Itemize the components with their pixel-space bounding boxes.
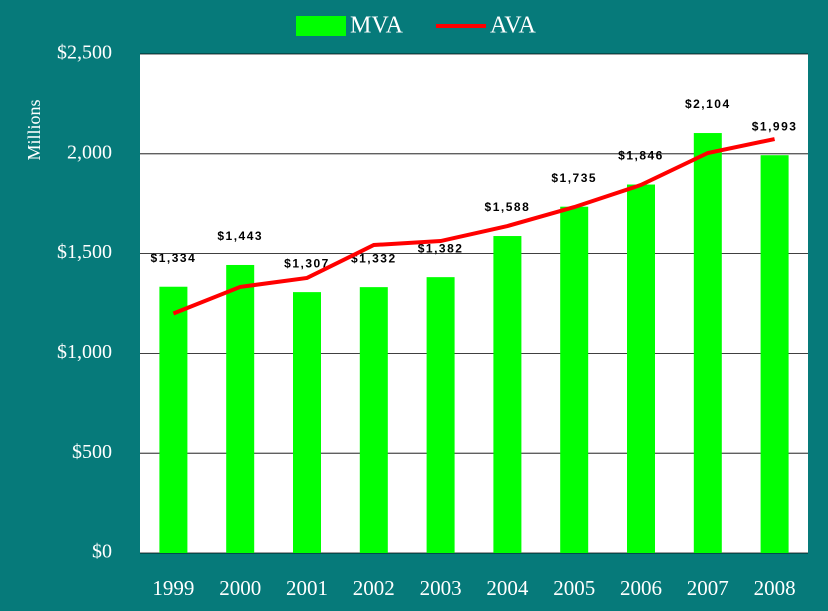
bar (159, 286, 188, 553)
x-tick-label: 2004 (486, 576, 529, 600)
data-label: $1,735 (551, 171, 597, 185)
x-tick-label: 2007 (687, 576, 729, 600)
bar (693, 133, 722, 553)
data-label: $1,588 (485, 200, 531, 214)
bar (426, 277, 455, 553)
y-tick-label: $2,500 (57, 42, 112, 64)
legend-label: AVA (490, 13, 536, 39)
bar (560, 206, 589, 553)
bar (627, 184, 655, 554)
line (172, 137, 776, 316)
y-tick-label: $1,000 (57, 341, 112, 363)
x-tick-label: 2008 (754, 576, 796, 600)
x-tick-label: 2006 (620, 576, 662, 600)
data-label: $1,993 (752, 119, 798, 133)
x-tick-label: 1999 (152, 576, 194, 600)
y-tick-label: 2,000 (67, 141, 112, 163)
legend-label: MVA (350, 13, 404, 39)
bar (760, 155, 789, 553)
bar (493, 236, 522, 553)
x-tick-label: 2005 (553, 576, 595, 600)
bar (293, 292, 321, 553)
x-tick-label: 2001 (286, 576, 328, 600)
data-label: $1,334 (151, 251, 197, 265)
x-tick-label: 2002 (353, 576, 395, 600)
data-label: $1,307 (284, 256, 330, 270)
y-axis-title: Millions (24, 99, 44, 160)
data-label: $1,846 (618, 149, 664, 163)
x-tick-label: 2000 (219, 576, 261, 600)
bar (226, 264, 255, 553)
x-tick-label: 2003 (420, 576, 462, 600)
data-label: $2,104 (685, 97, 731, 111)
legend-swatch (296, 16, 346, 36)
data-label: $1,443 (217, 229, 263, 243)
data-label: $1,382 (418, 241, 464, 255)
y-tick-label: $0 (92, 541, 112, 563)
bar (359, 287, 388, 553)
data-label: $1,332 (351, 251, 397, 265)
y-tick-label: $500 (72, 441, 112, 463)
y-tick-label: $1,500 (57, 241, 112, 263)
